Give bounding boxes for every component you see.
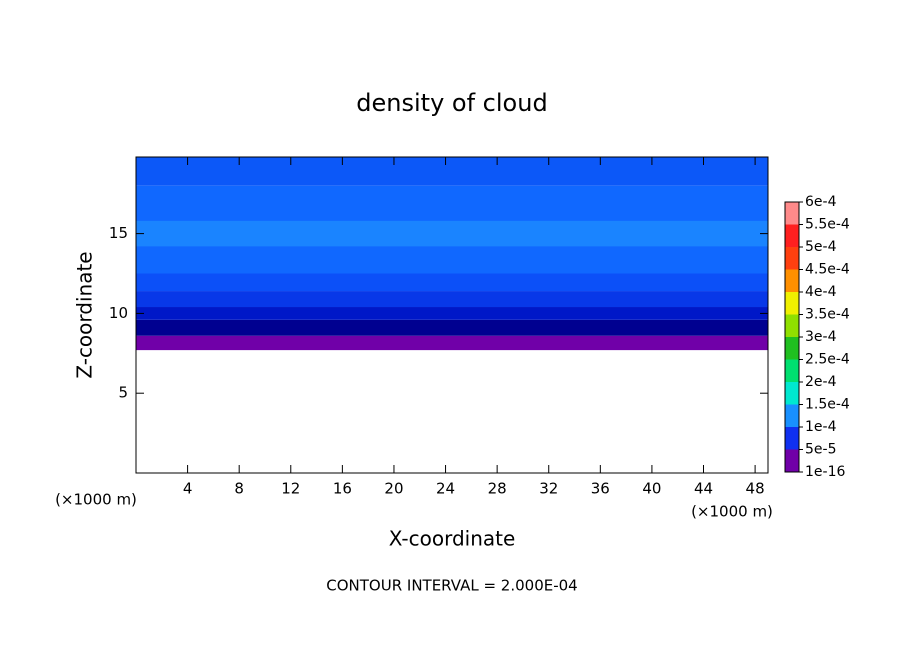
y-tick-label: 10	[109, 304, 128, 322]
colorbar-swatch	[785, 224, 799, 247]
contour-band	[136, 273, 768, 292]
x-tick-label: 40	[642, 480, 661, 498]
colorbar-label: 5e-4	[805, 239, 837, 255]
colorbar-label: 3e-4	[805, 329, 837, 345]
y-unit-label: (×1000 m)	[55, 491, 137, 509]
x-tick-label: 8	[234, 480, 244, 498]
colorbar-swatch	[785, 247, 799, 270]
colorbar-label: 4e-4	[805, 284, 837, 300]
colorbar-label: 6e-4	[805, 194, 837, 210]
colorbar-label: 3.5e-4	[805, 307, 850, 323]
x-tick-label: 28	[488, 480, 507, 498]
colorbar-swatch	[785, 382, 799, 405]
contour-band	[136, 335, 768, 351]
contour-band	[136, 307, 768, 320]
colorbar-swatch	[785, 292, 799, 315]
colorbar-swatch	[785, 404, 799, 427]
colorbar-swatch	[785, 269, 799, 292]
colorbar-label: 2.5e-4	[805, 352, 850, 368]
colorbar-label: 5e-5	[805, 442, 836, 458]
colorbar-swatch	[785, 202, 799, 225]
colorbar-label: 2e-4	[805, 374, 837, 390]
colorbar-label: 1e-4	[805, 419, 837, 435]
x-tick-label: 32	[539, 480, 558, 498]
x-tick-label: 36	[591, 480, 610, 498]
y-tick-label: 15	[109, 224, 128, 242]
colorbar-swatch	[785, 314, 799, 337]
x-unit-label: (×1000 m)	[691, 503, 773, 521]
contour-band	[136, 291, 768, 308]
x-tick-label: 20	[384, 480, 403, 498]
x-tick-label: 24	[436, 480, 455, 498]
chart-title: density of cloud	[356, 89, 547, 117]
colorbar-swatch	[785, 449, 799, 472]
colorbar-label: 1e-16	[805, 464, 845, 480]
contour-band	[136, 220, 768, 247]
x-tick-label: 12	[281, 480, 300, 498]
x-tick-label: 4	[183, 480, 193, 498]
x-tick-label: 48	[746, 480, 765, 498]
y-tick-label: 5	[118, 384, 128, 402]
x-tick-label: 44	[694, 480, 713, 498]
y-axis-label: Z-coordinate	[73, 251, 97, 378]
colorbar-swatch	[785, 337, 799, 360]
plot-frame	[135, 156, 769, 474]
footnote: CONTOUR INTERVAL = 2.000E-04	[326, 577, 577, 595]
x-tick-label: 16	[333, 480, 352, 498]
x-axis-label: X-coordinate	[389, 527, 516, 551]
contour-band	[136, 319, 768, 336]
colorbar-label: 5.5e-4	[805, 217, 850, 233]
colorbar-label: 4.5e-4	[805, 262, 850, 278]
colorbar-swatch	[785, 427, 799, 450]
colorbar-label: 1.5e-4	[805, 397, 850, 413]
contour-band	[136, 157, 768, 186]
colorbar-swatch	[785, 359, 799, 382]
